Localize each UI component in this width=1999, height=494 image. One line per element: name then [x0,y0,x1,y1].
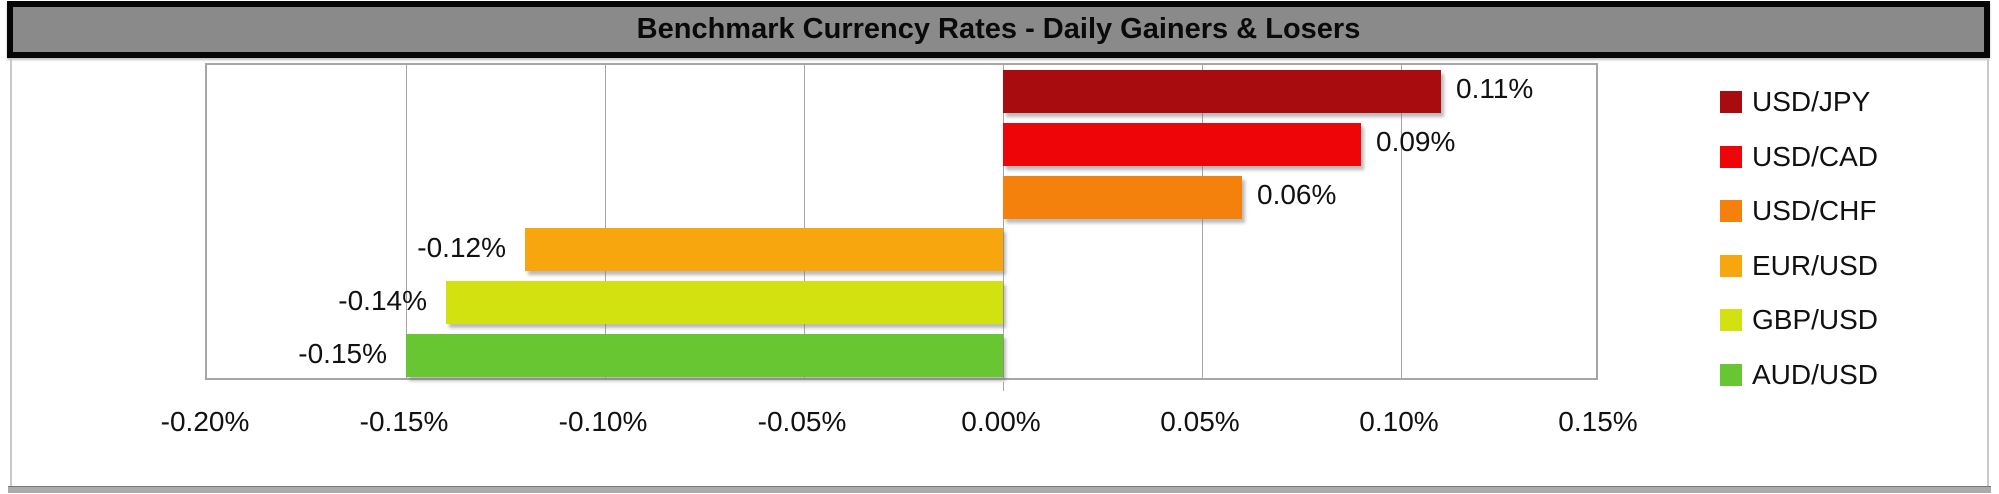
legend-label-eur-usd: EUR/USD [1752,250,1879,281]
plot-area [205,63,1598,391]
legend-label-usd-chf: USD/CHF [1752,195,1877,226]
chart-frame-right [1987,58,1989,488]
gridline--0.15 [406,65,407,378]
legend-label-aud-usd: AUD/USD [1752,359,1879,390]
value-label-usd-jpy: 0.11% [1456,73,1534,104]
legend-swatch-usd-cad [1720,146,1742,168]
legend-swatch-usd-jpy [1720,91,1742,113]
value-label-aud-usd: -0.15% [298,338,387,369]
legend-item-gbp-usd: GBP/USD [1720,304,1879,335]
gridline-0.05 [1202,65,1203,378]
gridline--0.05 [804,65,805,378]
chart-title: Benchmark Currency Rates - Daily Gainers… [636,13,1361,45]
legend-item-usd-cad: USD/CAD [1720,141,1879,172]
gridline-0.00 [1003,65,1004,378]
gridline--0.10 [605,65,606,378]
legend-item-usd-jpy: USD/JPY [1720,86,1871,117]
legend-label-usd-jpy: USD/JPY [1752,86,1871,117]
x-tick-label--0.20: -0.20% [160,406,250,437]
bar-gbp-usd [446,281,1003,324]
value-label-usd-chf: 0.06% [1257,179,1337,210]
legend-swatch-aud-usd [1720,364,1742,386]
x-tick-label--0.15: -0.15% [359,406,449,437]
legend-item-eur-usd: EUR/USD [1720,250,1879,281]
x-tick-label--0.05: -0.05% [757,406,847,437]
legend-item-aud-usd: AUD/USD [1720,359,1879,390]
x-axis-labels: -0.20% -0.15% -0.10% -0.05% 0.00% 0.05% 0.10% 0… [0,406,1999,442]
legend-item-usd-chf: USD/CHF [1720,195,1877,226]
legend-swatch-gbp-usd [1720,309,1742,331]
gridline-0.10 [1401,65,1402,378]
legend-label-gbp-usd: GBP/USD [1752,304,1879,335]
x-tick-label-0.15: 0.15% [1558,406,1638,437]
x-tick-label--0.10: -0.10% [558,406,648,437]
x-tick-label-0.05: 0.05% [1160,406,1240,437]
chart-title-bar: Benchmark Currency Rates - Daily Gainers… [7,1,1990,58]
value-label-eur-usd: -0.12% [417,232,506,263]
legend-swatch-eur-usd [1720,255,1742,277]
legend: USD/JPY USD/CAD USD/CHF EUR/USD GBP/USD AUD/U… [1720,0,1990,494]
bar-aud-usd [406,334,1003,377]
x-tick-label-0.10: 0.10% [1359,406,1439,437]
chart-frame-bottom [8,486,1991,493]
value-label-usd-cad: 0.09% [1376,126,1456,157]
bar-usd-chf [1003,176,1242,219]
x-tick-label-0.00: 0.00% [961,406,1041,437]
bar-usd-cad [1003,123,1361,166]
legend-swatch-usd-chf [1720,200,1742,222]
bar-usd-jpy [1003,70,1441,113]
legend-label-usd-cad: USD/CAD [1752,141,1879,172]
zero-axis-tick [1003,382,1004,391]
chart-frame-left [10,58,12,488]
value-label-gbp-usd: -0.14% [338,285,427,316]
bar-eur-usd [525,228,1003,271]
